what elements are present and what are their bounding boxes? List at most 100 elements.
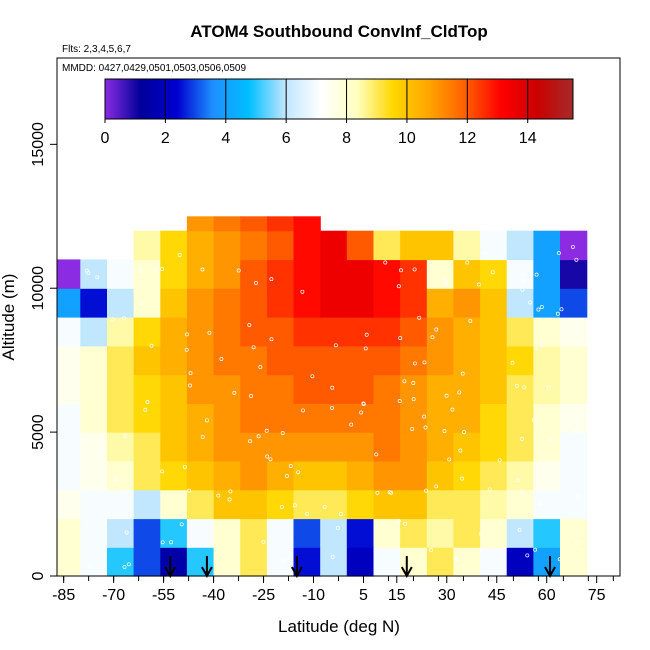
heat-cell xyxy=(426,317,455,347)
sample-point xyxy=(430,335,435,340)
heat-cell xyxy=(107,374,135,404)
heat-cell xyxy=(133,288,161,318)
heat-cell xyxy=(506,259,534,289)
heat-cell xyxy=(107,317,135,347)
heat-cell xyxy=(186,518,215,548)
heat-cell xyxy=(506,518,534,548)
x-tick-label: -85 xyxy=(52,587,75,604)
sample-point xyxy=(236,268,241,273)
heat-cell xyxy=(560,460,588,491)
sample-point xyxy=(417,315,422,320)
sample-point xyxy=(279,504,284,509)
heat-cell xyxy=(346,259,375,289)
sample-point xyxy=(228,489,233,494)
sample-point xyxy=(285,474,289,478)
sample-point xyxy=(248,439,252,444)
sample-point xyxy=(422,414,427,419)
heat-cell xyxy=(320,489,348,520)
heat-cell xyxy=(133,547,161,577)
heat-cell xyxy=(266,259,295,289)
sample-point xyxy=(258,365,263,369)
heat-cell xyxy=(293,288,321,318)
sample-point xyxy=(510,360,515,365)
heat-cell xyxy=(320,374,348,404)
sample-point xyxy=(200,434,205,439)
heat-cell xyxy=(533,374,561,404)
sample-point xyxy=(296,470,301,475)
sample-point xyxy=(364,332,369,337)
sample-point xyxy=(85,522,90,527)
x-tick-label: 5 xyxy=(359,587,368,604)
chart-title: ATOM4 Southbound ConvInf_CldTop xyxy=(190,22,487,41)
heat-cell xyxy=(346,230,375,261)
heat-cell xyxy=(293,259,321,289)
sample-point xyxy=(450,407,455,412)
sample-point xyxy=(396,284,401,289)
sample-point xyxy=(468,319,473,324)
heat-cell xyxy=(57,345,81,376)
heat-cell xyxy=(80,460,108,491)
heat-cell xyxy=(133,345,161,376)
heat-cell xyxy=(320,460,348,491)
sample-point xyxy=(403,521,408,526)
heat-cell xyxy=(293,518,321,548)
heat-cell xyxy=(240,403,268,433)
sample-point xyxy=(444,393,449,398)
heat-cell xyxy=(57,518,81,548)
sample-point xyxy=(288,464,293,468)
heat-cell xyxy=(107,345,135,376)
sample-point xyxy=(460,371,465,376)
sample-point xyxy=(335,526,340,530)
colorbar-tick-label: 8 xyxy=(342,130,351,147)
sample-point xyxy=(280,431,285,436)
sample-point xyxy=(540,343,545,348)
sample-point xyxy=(310,374,315,379)
sample-point xyxy=(429,548,434,552)
heat-cell xyxy=(160,403,188,433)
sample-point xyxy=(556,251,561,256)
sample-point xyxy=(397,399,402,403)
heat-cell xyxy=(266,432,295,462)
sample-point xyxy=(521,278,526,283)
heat-cell xyxy=(506,230,534,261)
x-tick-label: -25 xyxy=(252,587,275,604)
sample-point xyxy=(359,410,364,415)
heat-cell xyxy=(453,288,481,318)
heat-cell xyxy=(213,547,241,577)
heat-cell xyxy=(186,432,215,462)
sample-point xyxy=(152,268,157,273)
heat-cell xyxy=(560,489,588,520)
heat-cell xyxy=(80,518,108,548)
sample-point xyxy=(338,512,343,516)
sample-point xyxy=(232,390,237,395)
sample-point xyxy=(460,476,465,481)
heat-cell xyxy=(266,547,295,577)
heat-cell xyxy=(80,432,108,462)
heat-cell xyxy=(506,317,534,347)
sample-point xyxy=(522,385,527,390)
sample-point xyxy=(537,501,542,506)
heat-cell xyxy=(373,374,401,404)
sample-point xyxy=(254,280,258,285)
sample-point xyxy=(333,343,338,348)
heat-cell xyxy=(400,374,428,404)
y-tick-label: 5000 xyxy=(30,414,47,450)
heat-cell xyxy=(346,403,375,433)
heat-cell xyxy=(320,432,348,462)
sample-point xyxy=(149,343,154,348)
heat-cell xyxy=(320,547,348,577)
heat-cell xyxy=(480,317,508,347)
sample-point xyxy=(305,511,310,516)
heat-cell xyxy=(80,317,108,347)
heat-cell xyxy=(213,518,241,548)
heat-cell xyxy=(320,345,348,376)
sample-point xyxy=(280,558,285,563)
heat-cell xyxy=(293,317,321,347)
heat-cell xyxy=(266,403,295,433)
sample-point xyxy=(574,257,579,262)
heat-cell xyxy=(107,259,135,289)
heat-cell xyxy=(293,403,321,433)
heat-cell xyxy=(133,317,161,347)
heat-cell xyxy=(293,216,321,232)
sample-point xyxy=(269,337,274,342)
